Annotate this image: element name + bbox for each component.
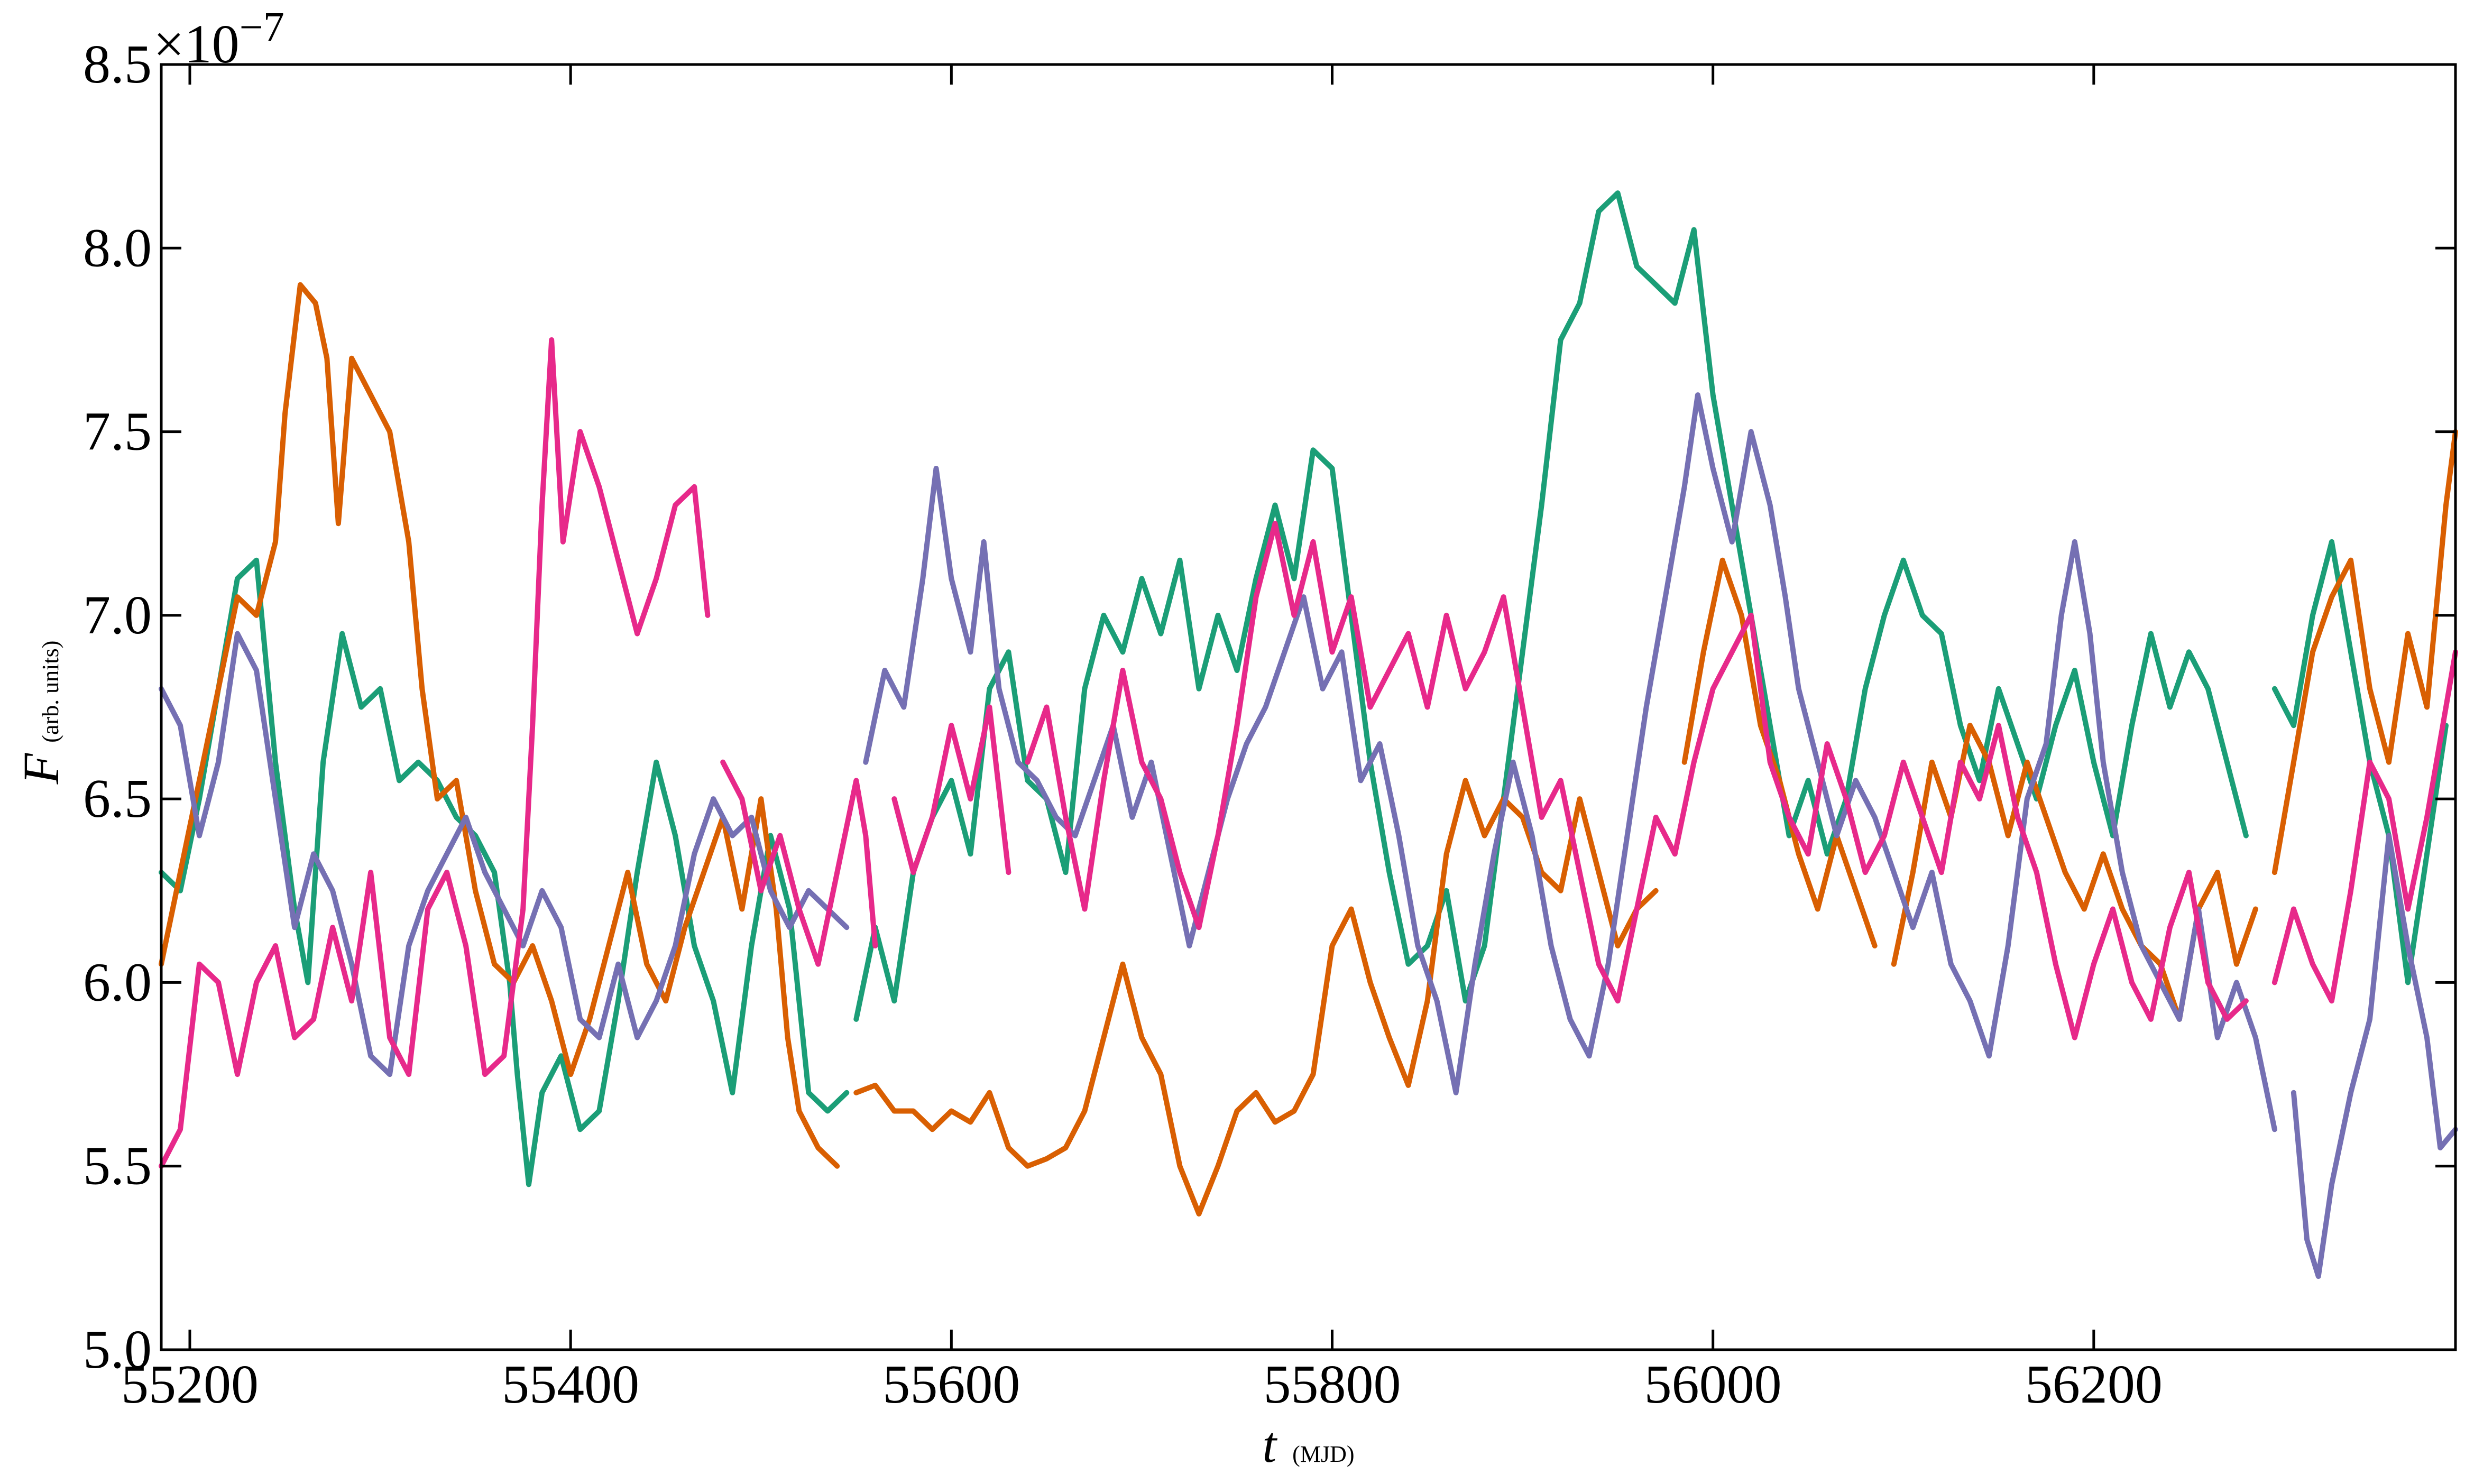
series-1-segment-1 (159, 557, 850, 1187)
series-4-segment-1 (159, 337, 711, 1169)
series-4-segment-4 (1025, 521, 2249, 1040)
series-4-segment-3 (891, 704, 1011, 875)
x-tick-label: 55400 (502, 1354, 639, 1415)
series-2-segment-2 (853, 778, 1659, 1216)
series-3-segment-1 (159, 631, 850, 1077)
y-tick-label: 5.5 (83, 1136, 152, 1196)
series-layer (159, 190, 2458, 1279)
x-axis-symbol: t (1263, 1416, 1278, 1473)
series-4-segment-2 (720, 759, 878, 967)
series-3-segment-3 (2291, 833, 2458, 1279)
series-4-segment-5 (2271, 649, 2458, 1004)
series-1-segment-3 (2271, 539, 2449, 985)
plot-frame (160, 63, 2457, 1351)
x-tick-label: 56000 (1644, 1354, 1782, 1415)
series-2-segment-1 (159, 282, 840, 1169)
series-2-segment-4 (1891, 723, 2258, 1022)
y-offset-exponent: −7 (240, 4, 284, 51)
y-tick-label: 7.0 (83, 585, 152, 646)
series-1-segment-2 (853, 190, 2249, 1022)
y-tick-label: 8.0 (83, 217, 152, 278)
y-axis-label: F (arb. units) (13, 641, 69, 785)
x-tick-label: 55600 (882, 1354, 1020, 1415)
y-tick-label: 8.5 (83, 34, 152, 95)
y-tick-label: 6.5 (83, 768, 152, 829)
x-axis-unit: (MJD) (1292, 1441, 1354, 1467)
x-tick-label: 56200 (2025, 1354, 2163, 1415)
y-tick-label: 7.5 (83, 401, 152, 462)
y-axis-unit: (arb. units) (38, 641, 63, 743)
y-axis-symbol: F (13, 752, 69, 785)
series-2-segment-5 (2271, 429, 2458, 875)
x-tick-label: 55800 (1264, 1354, 1401, 1415)
x-tick-label: 55200 (121, 1354, 259, 1415)
y-tick-label: 6.0 (83, 952, 152, 1012)
series-2-segment-3 (1681, 557, 1878, 948)
series-3-segment-2 (863, 392, 2277, 1132)
y-offset-text: ×10−7 (153, 4, 284, 75)
ticks-layer: 55200 55400 55600 55800 56000 56200 5.0 5.5 6.0 6… (83, 34, 2455, 1415)
x-axis-label: t (MJD) (1263, 1416, 1355, 1473)
y-tick-label: 5.0 (83, 1319, 152, 1380)
y-offset-base: ×10 (153, 14, 240, 75)
